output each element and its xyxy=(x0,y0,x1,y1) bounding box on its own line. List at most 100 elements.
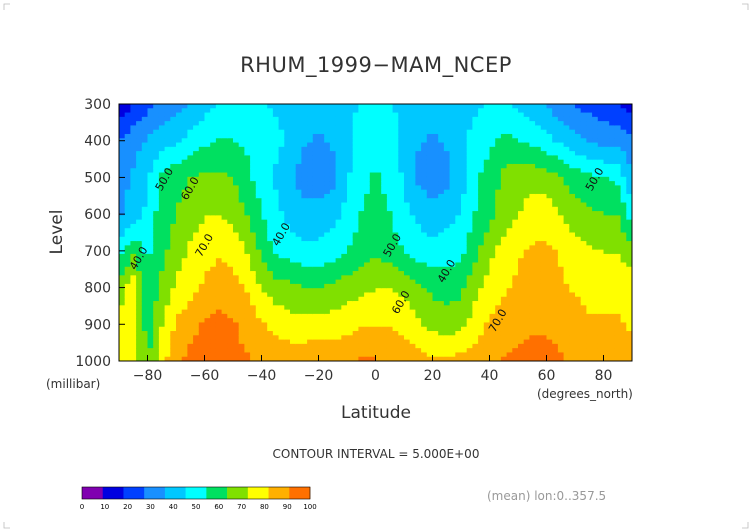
heatmap-cell xyxy=(141,142,149,148)
heatmap-cell xyxy=(523,202,530,208)
heatmap-cell xyxy=(301,309,308,315)
heatmap-cell xyxy=(290,193,297,199)
heatmap-cell xyxy=(409,163,416,169)
heatmap-cell xyxy=(455,159,462,165)
heatmap-cell xyxy=(449,258,456,264)
heatmap-cell xyxy=(364,125,371,131)
heatmap-cell xyxy=(472,138,479,144)
heatmap-cell xyxy=(244,283,251,289)
heatmap-cell xyxy=(170,275,177,281)
heatmap-cell xyxy=(386,104,394,109)
heatmap-cell xyxy=(119,211,126,216)
heatmap-cell xyxy=(575,121,582,127)
heatmap-cell xyxy=(381,236,388,242)
heatmap-cell xyxy=(523,223,530,229)
heatmap-cell xyxy=(449,262,456,268)
heatmap-cell xyxy=(347,211,354,216)
heatmap-cell xyxy=(164,176,171,182)
heatmap-cell xyxy=(580,215,587,221)
heatmap-cell xyxy=(324,108,331,114)
heatmap-cell xyxy=(375,159,382,165)
heatmap-cell xyxy=(187,275,194,281)
heatmap-cell xyxy=(278,232,285,238)
heatmap-cell xyxy=(398,301,405,306)
heatmap-cell xyxy=(329,163,337,169)
heatmap-cell xyxy=(443,339,451,345)
heatmap-cell xyxy=(432,266,439,272)
heatmap-cell xyxy=(335,258,342,264)
heatmap-cell xyxy=(443,296,451,302)
heatmap-cell xyxy=(529,121,536,127)
heatmap-cell xyxy=(352,331,359,336)
heatmap-cell xyxy=(130,223,137,229)
heatmap-cell xyxy=(187,185,194,191)
heatmap-cell xyxy=(546,121,553,127)
heatmap-cell xyxy=(392,232,399,238)
heatmap-cell xyxy=(443,253,451,259)
heatmap-cell xyxy=(466,211,473,216)
heatmap-cell xyxy=(301,271,308,276)
heatmap-cell xyxy=(557,181,565,186)
heatmap-cell xyxy=(124,348,131,354)
heatmap-cell xyxy=(529,339,536,345)
heatmap-cell xyxy=(221,241,228,246)
heatmap-cell xyxy=(204,275,211,281)
heatmap-cell xyxy=(244,279,251,285)
heatmap-cell xyxy=(170,176,177,182)
heatmap-cell xyxy=(466,322,473,328)
heatmap-cell xyxy=(369,343,377,349)
heatmap-cell xyxy=(267,116,274,122)
heatmap-cell xyxy=(409,258,416,264)
heatmap-cell xyxy=(523,219,530,225)
heatmap-cell xyxy=(540,305,548,311)
heatmap-cell xyxy=(369,168,377,174)
heatmap-cell xyxy=(318,258,325,264)
heatmap-cell xyxy=(210,313,217,319)
heatmap-cell xyxy=(381,335,388,341)
heatmap-cell xyxy=(153,133,160,139)
heatmap-cell xyxy=(483,104,491,109)
heatmap-cell xyxy=(267,198,274,204)
heatmap-cell xyxy=(153,121,160,127)
heatmap-cell xyxy=(181,146,188,152)
page-corner-marks xyxy=(3,3,749,529)
heatmap-cell xyxy=(375,211,382,216)
heatmap-cell xyxy=(153,129,160,135)
heatmap-cell xyxy=(466,176,473,182)
heatmap-cell xyxy=(432,138,439,144)
heatmap-cell xyxy=(586,185,593,191)
heatmap-cell xyxy=(261,211,268,216)
heatmap-cell xyxy=(523,189,530,195)
heatmap-cell xyxy=(409,211,416,216)
heatmap-cell xyxy=(409,232,416,238)
heatmap-cell xyxy=(124,193,131,199)
heatmap-cell xyxy=(312,223,320,229)
heatmap-cell xyxy=(290,271,297,276)
heatmap-cell xyxy=(295,331,302,336)
heatmap-cell xyxy=(272,271,280,276)
heatmap-cell xyxy=(563,305,570,311)
heatmap-cell xyxy=(472,151,479,156)
heatmap-cell xyxy=(381,245,388,251)
heatmap-cell xyxy=(335,305,342,311)
heatmap-cell xyxy=(347,279,354,285)
heatmap-cell xyxy=(136,245,143,251)
heatmap-cell xyxy=(506,339,513,345)
heatmap-cell xyxy=(432,339,439,345)
heatmap-cell xyxy=(404,133,411,139)
heatmap-cell xyxy=(210,219,217,225)
heatmap-cell xyxy=(381,356,388,361)
heatmap-cell xyxy=(329,228,337,234)
heatmap-cell xyxy=(386,159,394,165)
heatmap-cell xyxy=(369,206,377,212)
heatmap-cell xyxy=(523,326,530,332)
heatmap-cell xyxy=(261,198,268,204)
heatmap-cell xyxy=(540,198,548,204)
heatmap-cell xyxy=(215,313,223,319)
heatmap-cell xyxy=(461,108,468,114)
heatmap-cell xyxy=(478,223,485,229)
heatmap-cell xyxy=(153,271,160,276)
heatmap-cell xyxy=(187,116,194,122)
heatmap-cell xyxy=(176,133,183,139)
heatmap-cell xyxy=(119,206,126,212)
